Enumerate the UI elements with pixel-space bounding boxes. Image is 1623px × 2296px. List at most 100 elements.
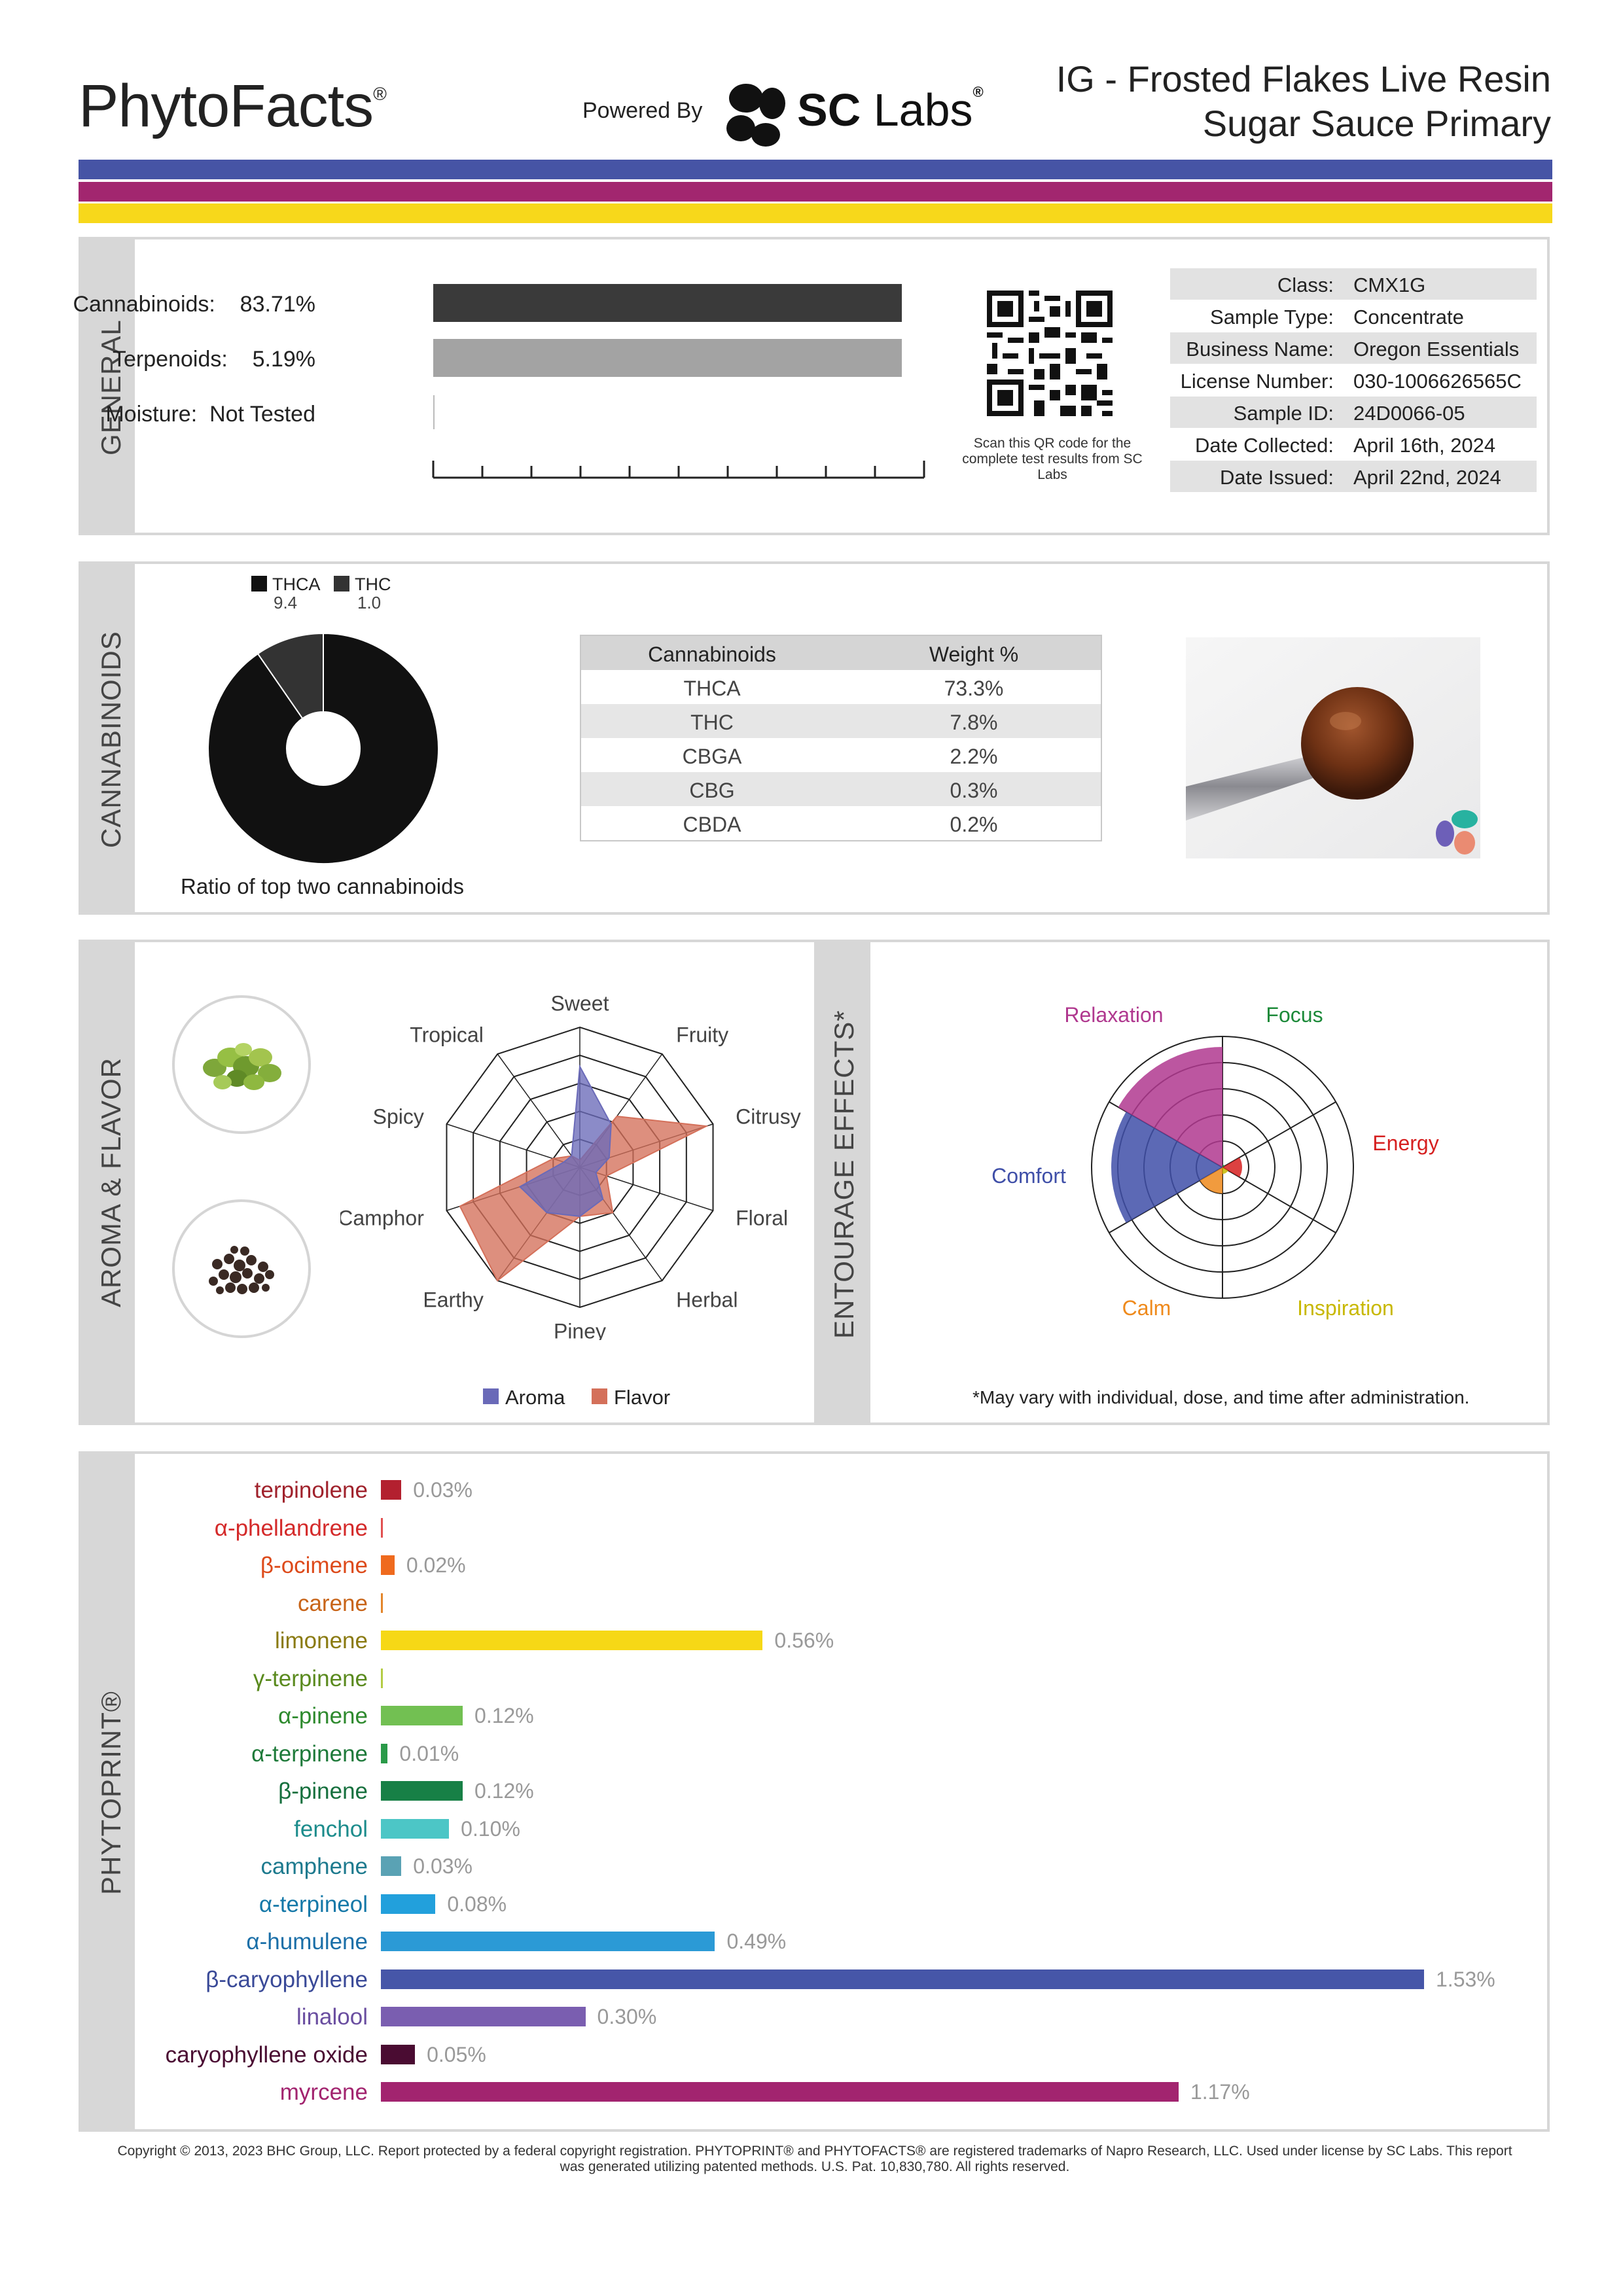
entourage-sidebar <box>814 942 870 1422</box>
meta-key: License Number: <box>1180 370 1334 393</box>
terpene-bar <box>381 1818 450 1839</box>
general-section-label: GENERAL <box>96 319 126 455</box>
meta-row: Date Collected: April 16th, 2024 <box>1170 429 1537 460</box>
meta-row: Business Name: Oregon Essentials <box>1170 332 1537 364</box>
terpene-name: α-phellandrene <box>214 1515 368 1541</box>
radar-axis-label: Floral <box>736 1206 788 1229</box>
lab-logo-mark: ® <box>972 84 984 100</box>
terpene-bar <box>381 2007 586 2026</box>
table-row: CBDA 0.2% <box>581 806 1101 840</box>
aroma-series-area <box>518 1064 612 1217</box>
radar-axis-label: Spicy <box>373 1105 424 1129</box>
terpene-name: limonene <box>274 1628 368 1653</box>
qr-code-icon[interactable] <box>987 291 1113 416</box>
table-cell: THCA <box>683 677 741 700</box>
terpene-name: α-terpinene <box>251 1740 368 1767</box>
effect-wedge-comfort <box>1111 1112 1222 1223</box>
terpene-value: 0.56% <box>774 1629 834 1652</box>
table-cell: 2.2% <box>950 745 998 768</box>
meta-row: Class: CMX1G <box>1170 268 1537 300</box>
cannabinoids-sidebar <box>81 564 135 912</box>
sc-labs-logo-icon <box>726 84 785 147</box>
legend-swatch-thca <box>251 576 267 592</box>
meta-value: Oregon Essentials <box>1353 338 1520 361</box>
terpene-name: γ-terpinene <box>253 1665 368 1691</box>
meta-key: Date Issued: <box>1219 466 1334 489</box>
table-cell: CBDA <box>683 813 741 836</box>
terpene-name: fenchol <box>294 1816 368 1842</box>
cannabinoid-table: Cannabinoids Weight % THCA 73.3% THC 7.8% CBGA… <box>580 635 1102 841</box>
terpene-name: β-ocimene <box>260 1553 368 1578</box>
cannabinoids-section-label: CANNABINOIDS <box>96 631 126 848</box>
hops-icon <box>172 995 311 1134</box>
aroma-sidebar <box>81 942 135 1422</box>
legend-value-thca: 9.4 <box>274 593 298 612</box>
legend-name-thca: THCA <box>272 574 321 594</box>
terpenoids-bar <box>433 339 902 377</box>
effect-wedge-calm <box>1200 1167 1222 1193</box>
pepper-icon <box>172 1199 311 1338</box>
stripe-magenta <box>79 182 1552 202</box>
effect-label-comfort: Comfort <box>991 1164 1066 1188</box>
meta-value: April 16th, 2024 <box>1353 434 1496 457</box>
radar-axis-label: Tropical <box>410 1023 484 1046</box>
donut-slice-thc <box>257 632 324 720</box>
table-cell: THC <box>690 711 734 734</box>
aroma-section-label: AROMA & FLAVOR <box>96 1057 126 1307</box>
terpene-name: β-caryophyllene <box>205 1966 368 1992</box>
donut-slice-thca <box>207 632 439 864</box>
terpenoids-label: Terpenoids: 5.19% <box>113 347 315 372</box>
table-header-cell: Weight % <box>929 643 1019 666</box>
terpene-bar <box>381 1593 383 1613</box>
product-title-line2: Sugar Sauce Primary <box>1202 103 1551 144</box>
table-cell: 0.3% <box>950 779 998 802</box>
table-header-cell: Cannabinoids <box>648 643 776 666</box>
terpene-value: 0.12% <box>474 1704 534 1727</box>
terpene-bar <box>381 1856 402 1876</box>
terpene-name: terpinolene <box>254 1477 368 1503</box>
table-cell: 7.8% <box>950 711 998 734</box>
effects-spoke <box>1222 1167 1336 1233</box>
effect-label-inspiration: Inspiration <box>1297 1296 1394 1320</box>
meta-key: Date Collected: <box>1195 434 1334 457</box>
radar-axis-label: Fruity <box>676 1023 728 1046</box>
terpene-bar <box>381 2082 1179 2102</box>
radar-axis-label: Camphor <box>340 1206 424 1229</box>
aroma-panel: AROMA & FLAVOR ENTOURAGE EFFECTS* <box>79 940 1550 1425</box>
terpene-bar <box>381 1706 463 1725</box>
cannabinoids-bar <box>433 284 902 322</box>
meta-value: 030-1006626565C <box>1353 370 1522 393</box>
meta-key: Sample Type: <box>1210 306 1334 328</box>
terpene-name: carene <box>297 1590 368 1616</box>
table-cell: CBG <box>689 779 735 802</box>
powered-by-label: Powered By <box>582 98 703 123</box>
terpene-value: 0.01% <box>399 1741 459 1765</box>
terpene-value: 0.03% <box>413 1478 473 1502</box>
legend-aroma-label: Aroma <box>505 1386 565 1409</box>
terpene-name: myrcene <box>279 2079 368 2105</box>
terpene-value: 0.08% <box>447 1892 507 1916</box>
meta-row: Date Issued: April 22nd, 2024 <box>1170 461 1537 492</box>
effect-label-focus: Focus <box>1266 1003 1323 1027</box>
entourage-section-label: ENTOURAGE EFFECTS* <box>829 1010 859 1339</box>
terpene-name: α-terpineol <box>259 1891 368 1917</box>
table-cell: 73.3% <box>944 677 1004 700</box>
meta-key: Business Name: <box>1186 338 1334 361</box>
table-row: THC 7.8% <box>581 704 1101 738</box>
legend-flavor-label: Flavor <box>614 1386 671 1409</box>
terpene-bar <box>381 1781 463 1801</box>
copyright-line2: was generated utilizing patented methods… <box>560 2159 1070 2174</box>
aroma-flavor-radar-chart: Sweet Fruity Citrusy Floral Herbal Piney Earth… <box>340 992 801 1340</box>
legend-swatch-thc <box>334 576 349 592</box>
effects-spoke <box>1222 1101 1336 1168</box>
radar-axis-label: Sweet <box>551 992 609 1016</box>
effect-label-relaxation: Relaxation <box>1064 1003 1163 1027</box>
terpene-name: β-pinene <box>278 1778 368 1804</box>
terpene-value: 0.49% <box>726 1930 787 1953</box>
effect-label-calm: Calm <box>1122 1296 1171 1320</box>
sc-labs-wordmark: SC Labs® <box>797 84 984 136</box>
meta-value: Concentrate <box>1353 306 1464 328</box>
meta-value: April 22nd, 2024 <box>1353 466 1501 489</box>
effect-wedge-relaxation <box>1118 1047 1222 1167</box>
copyright-line1: Copyright © 2013, 2023 BHC Group, LLC. R… <box>117 2144 1512 2159</box>
